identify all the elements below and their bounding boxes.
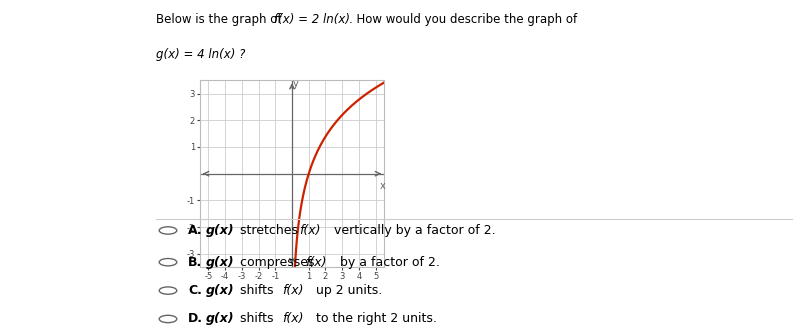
Text: g(x): g(x)	[206, 256, 234, 269]
Text: g(x): g(x)	[206, 313, 234, 325]
Text: f(x): f(x)	[305, 256, 326, 269]
Text: stretches: stretches	[236, 224, 302, 237]
Text: C.: C.	[188, 284, 202, 297]
Text: shifts: shifts	[236, 284, 278, 297]
Text: f(x): f(x)	[282, 284, 303, 297]
Text: by a factor of 2.: by a factor of 2.	[335, 256, 439, 269]
Text: f(x): f(x)	[282, 313, 303, 325]
Text: y: y	[293, 79, 298, 89]
Text: D.: D.	[188, 313, 203, 325]
Text: g(x) = 4 ln(x) ?: g(x) = 4 ln(x) ?	[156, 48, 246, 61]
Text: up 2 units.: up 2 units.	[313, 284, 382, 297]
Text: shifts: shifts	[236, 313, 278, 325]
Text: f(x): f(x)	[299, 224, 321, 237]
Text: . How would you describe the graph of: . How would you describe the graph of	[349, 13, 577, 26]
Text: A.: A.	[188, 224, 202, 237]
Text: compresses: compresses	[236, 256, 318, 269]
Text: B.: B.	[188, 256, 202, 269]
Text: g(x): g(x)	[206, 284, 234, 297]
Text: g(x): g(x)	[206, 224, 234, 237]
Text: x: x	[379, 181, 386, 191]
Text: Below is the graph of: Below is the graph of	[156, 13, 286, 26]
Text: vertically by a factor of 2.: vertically by a factor of 2.	[330, 224, 495, 237]
Text: f(x) = 2 ln(x): f(x) = 2 ln(x)	[274, 13, 350, 26]
Text: to the right 2 units.: to the right 2 units.	[313, 313, 438, 325]
